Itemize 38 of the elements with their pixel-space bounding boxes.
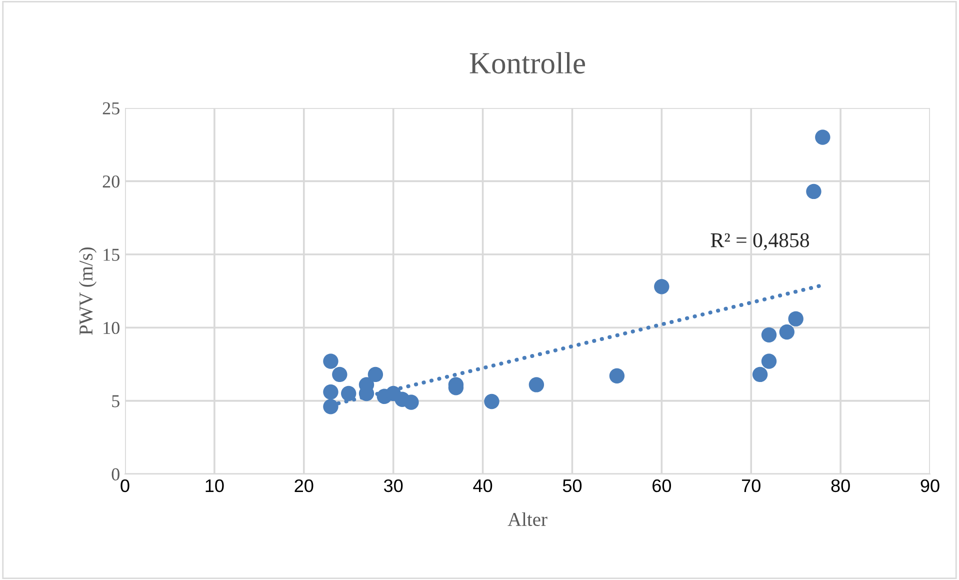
point: [779, 324, 794, 340]
point: [752, 366, 768, 382]
x-tick-label: 20: [294, 479, 314, 492]
point: [368, 366, 384, 382]
point: [761, 327, 777, 343]
point: [761, 354, 777, 369]
y-tick-label: 20: [102, 175, 120, 188]
point: [484, 394, 500, 410]
point: [654, 279, 670, 294]
point: [323, 354, 338, 369]
x-tick-label: 40: [473, 479, 492, 492]
x-tick-label: 90: [920, 479, 940, 492]
y-tick-label: 15: [104, 248, 120, 261]
y-tick-label: 25: [102, 102, 120, 114]
point: [323, 399, 338, 414]
chart-title: Kontrolle: [470, 52, 585, 74]
x-tick-label: 0: [120, 479, 130, 492]
x-tick-label: 80: [831, 479, 850, 492]
annotation: R² = 0,4858: [710, 233, 810, 250]
point: [323, 384, 338, 400]
x-axis-title: Alter: [508, 512, 548, 526]
point: [404, 394, 419, 410]
y-tick-label: 0: [112, 468, 120, 480]
y-tick-label: 10: [104, 322, 120, 334]
x-tick-label: 30: [384, 479, 403, 492]
point: [815, 130, 830, 145]
y-axis-title: PWV (m/s): [78, 247, 97, 335]
point: [341, 386, 356, 402]
point: [609, 368, 625, 384]
point: [806, 184, 822, 200]
point: [332, 366, 348, 382]
point: [788, 311, 804, 326]
point: [528, 377, 544, 392]
x-tick-label: 70: [742, 479, 760, 492]
x-tick-label: 60: [652, 479, 672, 492]
x-tick-label: 50: [562, 479, 582, 492]
x-tick-label: 10: [206, 479, 224, 492]
y-tick-label: 5: [112, 395, 120, 408]
